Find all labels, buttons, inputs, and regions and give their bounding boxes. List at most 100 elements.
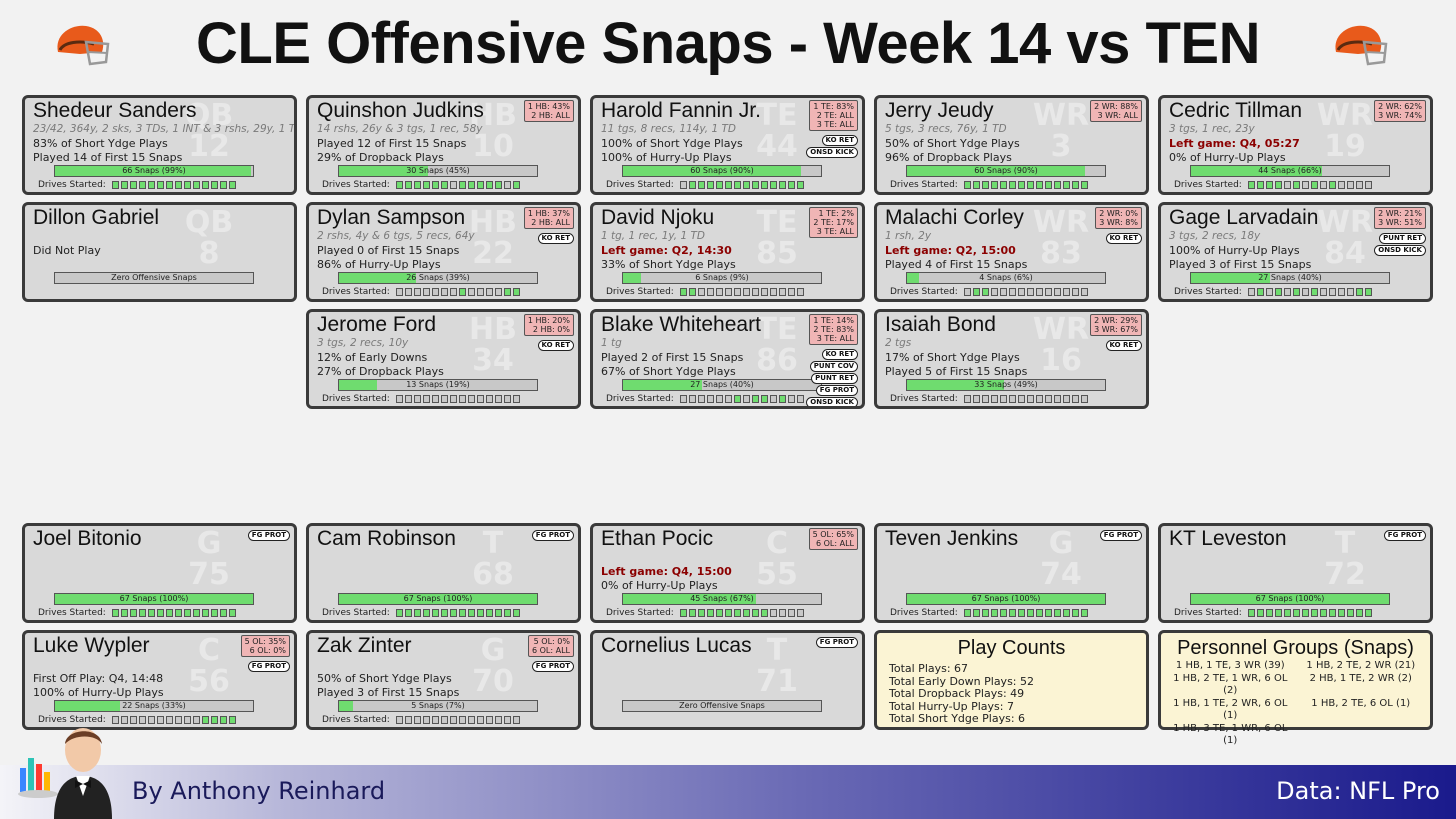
special-teams-badges: FG PROT <box>531 530 574 541</box>
drive-cell <box>450 716 457 724</box>
play-count-row: Total Hurry-Up Plays: 7 <box>889 699 1014 713</box>
usage-line: Did Not Play <box>33 244 101 257</box>
special-teams-badge: PUNT RET <box>811 373 858 384</box>
drive-cell <box>1027 288 1034 296</box>
butler-mascot-icon <box>18 728 112 819</box>
drive-cell <box>1338 288 1345 296</box>
drive-cell <box>495 395 502 403</box>
snap-count-label: 67 Snaps (100%) <box>403 594 473 603</box>
personnel-item: 1 HB, 2 TE, 2 WR (21) <box>1306 660 1416 671</box>
snap-bar: 22 Snaps (33%) <box>54 700 254 712</box>
drive-cell <box>982 395 989 403</box>
snap-bar: 6 Snaps (9%) <box>622 272 822 284</box>
drive-cell <box>1036 181 1043 189</box>
stat-line: 2 tgs <box>885 337 912 349</box>
drive-cell <box>1063 181 1070 189</box>
snap-count-label: 4 Snaps (6%) <box>979 273 1033 282</box>
jersey-watermark: TE 44 <box>732 100 822 162</box>
snap-bar: 26 Snaps (39%) <box>338 272 538 284</box>
play-count-row: Total Early Down Plays: 52 <box>889 674 1034 688</box>
snap-bar: 45 Snaps (67%) <box>622 593 822 605</box>
drive-cell <box>441 395 448 403</box>
drive-cell <box>495 181 502 189</box>
drive-cell <box>707 395 714 403</box>
drives-started-label: Drives Started: <box>1174 608 1242 618</box>
usage-line: Played 3 of First 15 Snaps <box>317 686 460 699</box>
special-teams-badge: FG PROT <box>531 530 574 541</box>
drive-indicators <box>964 181 1088 189</box>
drive-indicators <box>112 181 236 189</box>
drive-cell <box>1063 395 1070 403</box>
special-teams-badge: PUNT COV <box>809 361 858 372</box>
position-usage: 2 HB: ALL <box>531 218 570 227</box>
drive-cell <box>130 716 137 724</box>
drive-cell <box>716 288 723 296</box>
drive-cell <box>432 609 439 617</box>
snap-count-label: 22 Snaps (33%) <box>122 701 186 710</box>
snap-bar-fill <box>907 594 1105 604</box>
player-name: Shedeur Sanders <box>33 99 197 122</box>
special-teams-badges: KO RET PUNT COV PUNT RET FG PROT ONSD KICK <box>806 349 858 406</box>
drive-cell <box>468 395 475 403</box>
drive-cell <box>1311 181 1318 189</box>
drive-cell <box>513 609 520 617</box>
drive-cell <box>779 609 786 617</box>
usage-line: 0% of Hurry-Up Plays <box>601 579 718 592</box>
position-usage-box: 2 WR: 62% 3 WR: 74% <box>1374 100 1426 122</box>
player-name: Jerome Ford <box>317 313 437 336</box>
special-teams-badges: KO RET <box>537 233 574 244</box>
drive-cell <box>797 181 804 189</box>
drive-cell <box>991 395 998 403</box>
drive-cell <box>743 609 750 617</box>
snap-count-label: 6 Snaps (9%) <box>695 273 749 282</box>
snap-bar-fill <box>55 701 121 711</box>
snap-count-label: 44 Snaps (66%) <box>1258 166 1322 175</box>
jersey-number: 22 <box>472 236 514 271</box>
drive-cell <box>1257 181 1264 189</box>
drive-cell <box>450 395 457 403</box>
drive-cell <box>1045 288 1052 296</box>
player-card: T 71 Cornelius Lucas Zero Offensive Snaps FG… <box>590 630 865 730</box>
usage-line: Left game: Q4, 15:00 <box>601 565 732 578</box>
usage-line: 67% of Short Ydge Plays <box>601 365 736 378</box>
drive-cell <box>468 609 475 617</box>
personnel-item: 1 HB, 2 TE, 6 OL (1) <box>1311 697 1411 709</box>
drive-cell <box>486 181 493 189</box>
drive-indicators <box>964 609 1088 617</box>
special-teams-badges: FG PROT <box>247 661 290 672</box>
position-usage-box: 1 TE: 14% 2 TE: 83% 3 TE: ALL <box>809 314 858 345</box>
personnel-groups-panel: Personnel Groups (Snaps) 1 HB, 1 TE, 3 W… <box>1158 630 1433 746</box>
drive-cell <box>193 181 200 189</box>
special-teams-badge: FG PROT <box>815 637 858 648</box>
position-usage-box: 1 TE: 2% 2 TE: 17% 3 TE: ALL <box>809 207 858 238</box>
drive-cell <box>495 716 502 724</box>
drive-cell <box>1284 181 1291 189</box>
player-name: Quinshon Judkins <box>317 99 484 122</box>
usage-line: 50% of Short Ydge Plays <box>317 672 452 685</box>
special-teams-badge: KO RET <box>537 340 574 351</box>
drive-cell <box>202 609 209 617</box>
drive-cell <box>450 609 457 617</box>
drive-cell <box>725 181 732 189</box>
drive-cell <box>1275 288 1282 296</box>
drive-cell <box>166 716 173 724</box>
footer-banner: By Anthony Reinhard Data: NFL Pro <box>0 765 1456 819</box>
drives-started-label: Drives Started: <box>606 394 674 404</box>
jersey-watermark: T 71 <box>732 635 822 697</box>
snap-bar: 66 Snaps (99%) <box>54 165 254 177</box>
jersey-number: 55 <box>756 557 798 592</box>
drives-started-label: Drives Started: <box>38 608 106 618</box>
jersey-number: 3 <box>1050 129 1072 164</box>
jersey-watermark: G 75 <box>164 528 254 590</box>
position-usage-box: 1 HB: 37% 2 HB: ALL <box>523 207 574 229</box>
player-card: C 56 Luke Wypler First Off Play: Q4, 14:48 1… <box>22 630 297 730</box>
jersey-number: 12 <box>188 129 230 164</box>
drive-cell <box>459 181 466 189</box>
stat-line: 23/42, 364y, 2 sks, 3 TDs, 1 INT & 3 rsh… <box>33 123 297 135</box>
player-card: WR 3 Jerry Jeudy 5 tgs, 3 recs, 76y, 1 TD 50… <box>874 95 1149 195</box>
special-teams-badges: KO RET <box>1105 233 1142 244</box>
position-label: TE <box>756 98 798 133</box>
drive-cell <box>1018 288 1025 296</box>
jersey-number: 85 <box>756 236 798 271</box>
drive-cell <box>680 609 687 617</box>
